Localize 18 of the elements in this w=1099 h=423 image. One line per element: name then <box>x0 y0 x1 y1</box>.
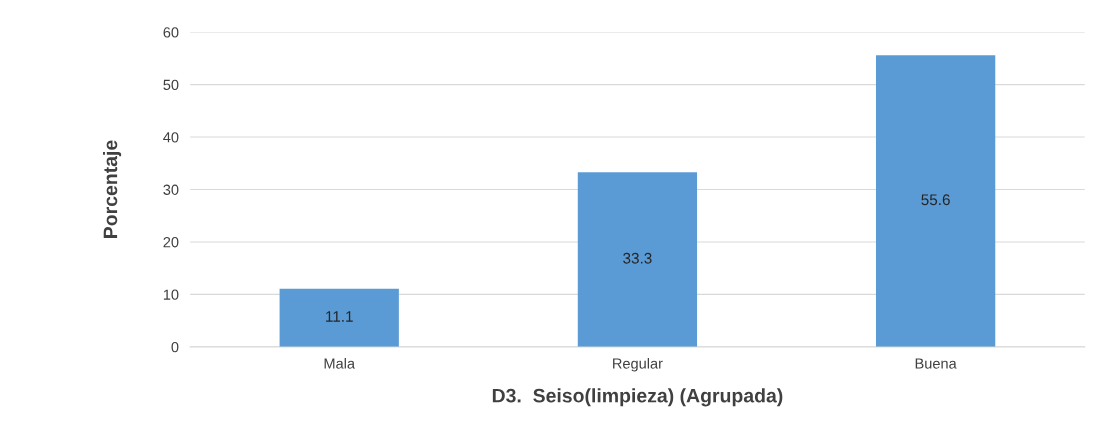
data-label: 55.6 <box>921 194 950 206</box>
y-tick-label: 10 <box>163 289 179 300</box>
bar <box>875 55 996 347</box>
x-axis-title: D3. Seiso(limpieza) (Agrupada) <box>492 388 783 407</box>
x-tick-label: Regular <box>613 357 663 372</box>
data-label: 33.3 <box>623 252 652 264</box>
y-tick-label: 60 <box>163 27 179 38</box>
bar <box>279 288 399 347</box>
x-tick-label: Buena <box>915 358 957 369</box>
bar <box>577 172 698 347</box>
data-label: 11.1 <box>326 311 353 322</box>
y-tick-label: 40 <box>163 132 179 143</box>
y-tick-label: 20 <box>163 237 179 248</box>
y-tick-label: 30 <box>163 184 179 195</box>
y-tick-label: 0 <box>171 341 179 353</box>
x-tick-label: Mala <box>324 357 356 369</box>
y-tick-label: 50 <box>163 79 179 91</box>
y-axis-title: Porcentaje <box>103 140 122 238</box>
